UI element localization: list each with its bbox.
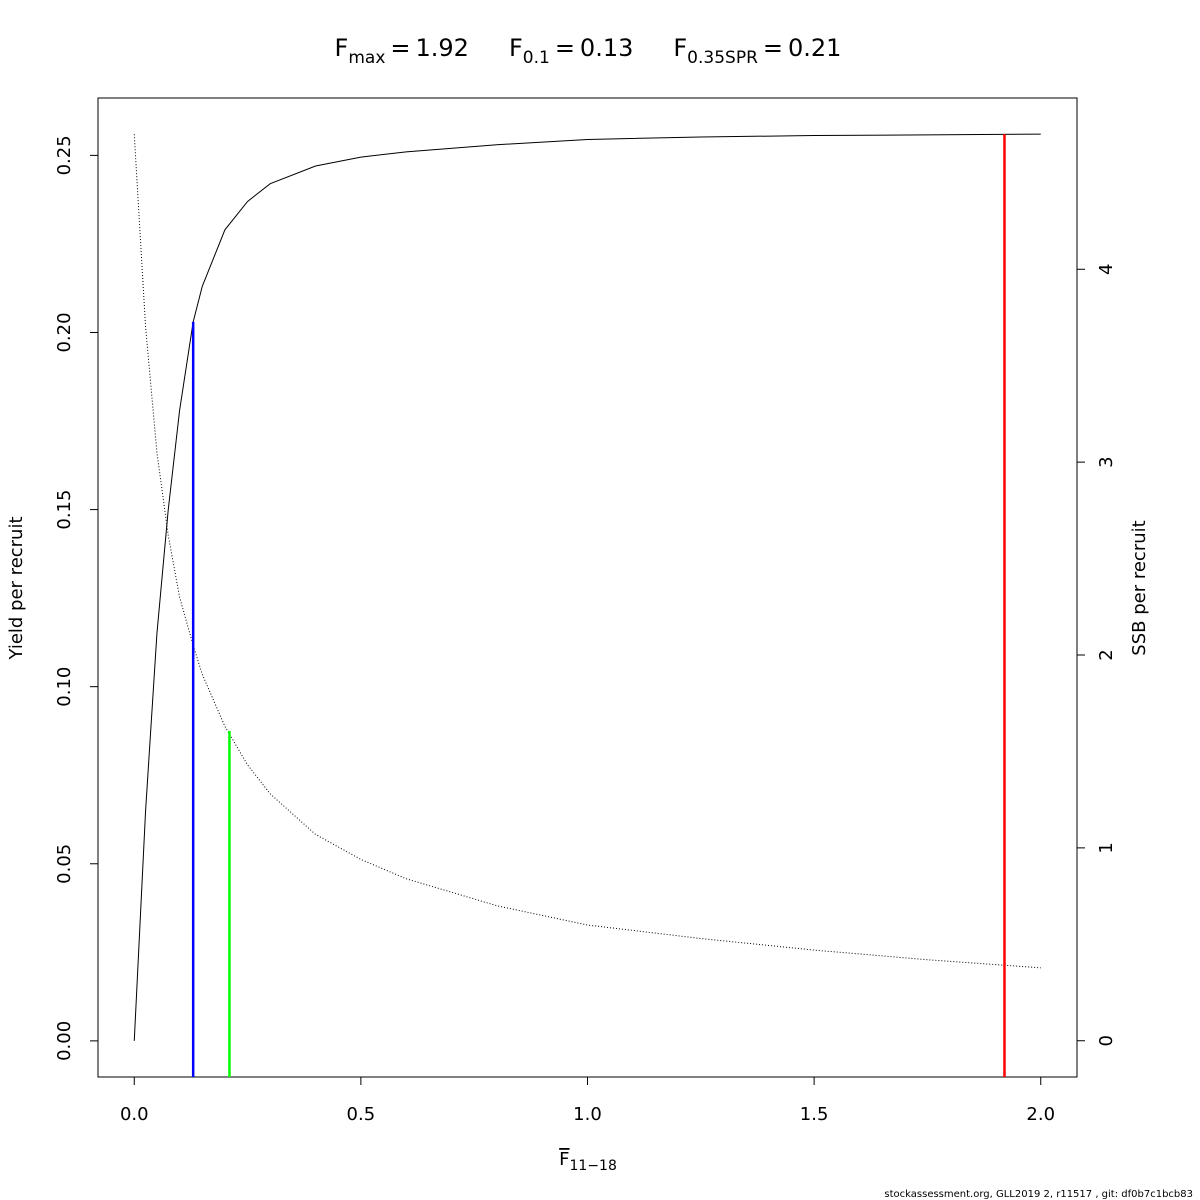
title-subscript: 0.35SPR — [687, 48, 758, 68]
title-value: 0.13 — [580, 34, 633, 62]
x-tick-label: 2.0 — [1026, 1104, 1055, 1125]
y2-axis-label: SSB per recruit — [1129, 520, 1150, 655]
x-tick-label: 1.0 — [573, 1104, 602, 1125]
y2-tick-label: 1 — [1096, 842, 1117, 853]
title-symbol: F — [673, 34, 687, 62]
y2-tick-label: 4 — [1096, 264, 1117, 275]
x-label-symbol: F — [559, 1149, 569, 1170]
title-operator: = — [390, 34, 410, 62]
title-subscript: max — [348, 48, 385, 68]
x-label-subscript: 11−18 — [570, 1158, 617, 1174]
y2-tick-label: 0 — [1096, 1035, 1117, 1046]
y2-tick-label: 3 — [1096, 456, 1117, 467]
plot-frame — [97, 97, 1078, 1078]
series-line — [133, 133, 1041, 1041]
footer: stockassessment.org, GLL2019 2, r11517 ,… — [884, 1189, 1193, 1200]
x-tick-label: 0.0 — [120, 1104, 149, 1125]
title-value: 1.92 — [416, 34, 469, 62]
chart-title: Fmax = 1.92 F0.1 = 0.13 F0.35SPR = 0.21 — [335, 34, 842, 68]
x-tick-label: 0.5 — [347, 1104, 376, 1125]
series-line — [133, 134, 1041, 969]
title-operator: = — [763, 34, 783, 62]
title-value: 0.21 — [788, 34, 841, 62]
x-axis-label: F11−18 — [559, 1149, 617, 1174]
y-tick-label: 0.25 — [54, 135, 75, 175]
y-axis-label: Yield per recruit — [6, 516, 27, 660]
title-symbol: F — [509, 34, 523, 62]
y-tick-label: 0.10 — [54, 667, 75, 707]
x-tick-label: 1.5 — [800, 1104, 829, 1125]
title-symbol: F — [335, 34, 349, 62]
y-tick-label: 0.20 — [54, 312, 75, 352]
title-subscript: 0.1 — [523, 48, 550, 68]
y-tick-label: 0.05 — [54, 844, 75, 884]
y-tick-label: 0.00 — [54, 1021, 75, 1061]
y-tick-label: 0.15 — [54, 490, 75, 530]
title-operator: = — [555, 34, 575, 62]
y2-tick-label: 2 — [1096, 649, 1117, 660]
